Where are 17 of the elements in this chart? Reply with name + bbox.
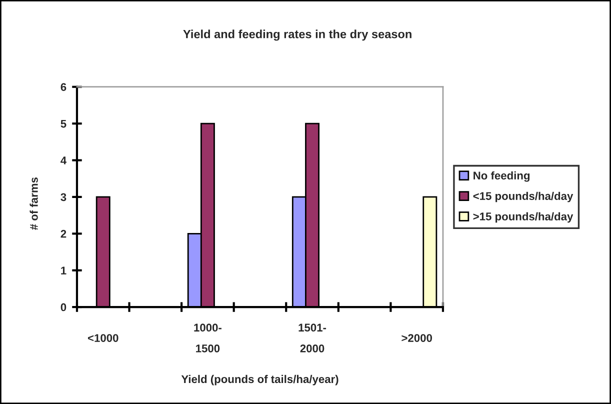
x-tick-label: 1501- 2000: [298, 324, 326, 352]
y-tick-label: 5: [60, 120, 66, 128]
y-tick-label: 3: [60, 193, 66, 202]
x-tick-label: <1000: [88, 334, 118, 342]
x-tick-label: 1000- 1500: [194, 324, 222, 352]
x-tick-label: >2000: [402, 334, 432, 342]
legend-label: <15 pounds/ha/day: [473, 192, 574, 202]
legend-label: No feeding: [474, 171, 530, 182]
x-axis-title: Yield (pounds of tails/ha/year): [181, 374, 338, 386]
chart-title: Yield and feeding rates in the dry season: [183, 30, 412, 41]
y-tick-label: 0: [60, 303, 66, 312]
y-tick-label: 6: [60, 83, 66, 91]
y-tick-label: 4: [60, 156, 67, 164]
y-tick-label: 1: [61, 266, 66, 274]
y-tick-label: 2: [60, 230, 66, 238]
legend-label: >15 pounds/ha/day: [473, 212, 574, 223]
y-axis-title: # of farms: [30, 177, 38, 230]
